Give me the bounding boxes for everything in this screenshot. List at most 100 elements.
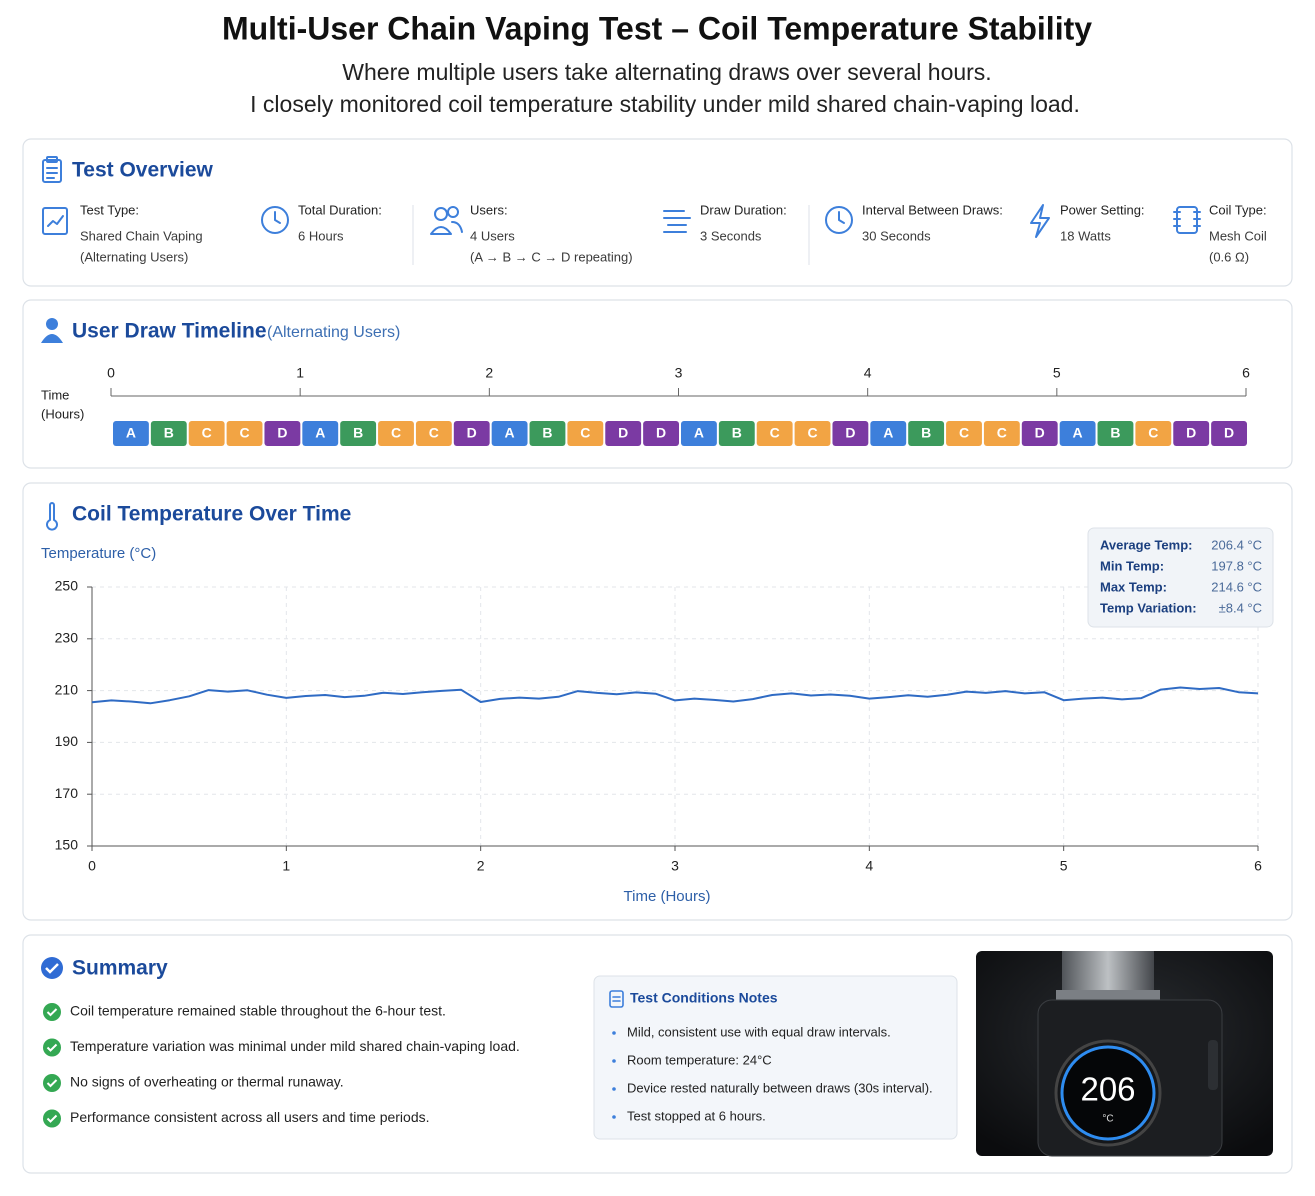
stat-value: 214.6 °C	[1211, 579, 1262, 594]
draw-block	[529, 421, 566, 446]
x-tick-label: 2	[477, 858, 485, 874]
tick-label: 4	[864, 365, 872, 381]
draw-block	[1059, 421, 1096, 446]
user-icon	[41, 318, 63, 343]
item-value: (A → B → C → D repeating)	[470, 249, 633, 264]
item-value: (Alternating Users)	[80, 249, 188, 264]
draw-label: C	[580, 425, 590, 441]
draw-block	[264, 421, 301, 446]
draw-block	[567, 421, 604, 446]
draw-label: A	[694, 425, 704, 441]
stat-value: 197.8 °C	[1211, 558, 1262, 573]
draw-label: A	[1073, 425, 1083, 441]
draw-label: C	[997, 425, 1007, 441]
check-icon	[41, 957, 63, 979]
item-label: Users:	[470, 202, 508, 217]
draw-block	[1173, 421, 1210, 446]
section-title: User Draw Timeline	[72, 320, 267, 343]
y-tick-label: 170	[55, 785, 79, 801]
section-title: Summary	[72, 957, 168, 980]
draw-block	[1135, 421, 1172, 446]
item-value: 6 Hours	[298, 228, 344, 243]
draw-block	[378, 421, 414, 446]
stat-value: 206.4 °C	[1211, 537, 1262, 552]
x-tick-label: 3	[671, 858, 679, 874]
temperature-line	[91, 686, 1259, 705]
overview-icons	[42, 204, 1201, 238]
draw-block	[491, 421, 528, 446]
item-label: Power Setting:	[1060, 202, 1145, 217]
device-image	[976, 951, 1273, 1157]
section-title: Test Overview	[72, 159, 214, 182]
notes: Mild, consistent use with equal draw int…	[612, 1024, 933, 1123]
note: Device rested naturally between draws (3…	[627, 1080, 933, 1095]
check-mark	[46, 1114, 58, 1123]
timeline: 0 1 2 3 4 5 6 A B C C D A B C C D A B C D D A B C C D A B C C D A B C D D	[107, 365, 1250, 446]
subtitle: Where multiple users take alternating dr…	[342, 59, 991, 85]
y-tick-label: 230	[55, 630, 79, 646]
note: Test stopped at 6 hours.	[627, 1108, 766, 1123]
stats-box	[1087, 527, 1274, 628]
item-label: Test Type:	[80, 202, 139, 217]
draw-label: A	[505, 425, 515, 441]
thermometer-icon	[46, 502, 58, 531]
note-bullet	[612, 1115, 616, 1119]
overview-items: Test Type: Shared Chain Vaping (Alternatin…	[80, 202, 1267, 264]
note-bullet	[612, 1059, 616, 1063]
item-value: Shared Chain Vaping	[80, 228, 203, 243]
draw-label: C	[959, 425, 969, 441]
notes-icon	[609, 990, 624, 1008]
draw-label: A	[315, 425, 325, 441]
draw-block	[643, 421, 679, 446]
page-title: Multi-User Chain Vaping Test – Coil Temp…	[222, 10, 1092, 46]
check-bullet	[43, 1109, 61, 1128]
draw-label: D	[845, 425, 855, 441]
tick-label: 6	[1242, 365, 1250, 381]
check-mark	[46, 1079, 58, 1088]
axis-label: (Hours)	[41, 406, 84, 421]
y-tick-label: 190	[55, 733, 79, 749]
draw-block	[870, 421, 907, 446]
draw-block	[718, 421, 755, 446]
tick-label: 2	[485, 365, 493, 381]
section-subtitle: (Alternating Users)	[267, 324, 400, 341]
note-bullet	[612, 1031, 616, 1035]
draw-block	[453, 421, 490, 446]
stat-label: Average Temp:	[1100, 537, 1192, 552]
draw-label: B	[164, 425, 174, 441]
tick-label: 5	[1053, 365, 1061, 381]
stat-label: Min Temp:	[1100, 558, 1164, 573]
draw-label: C	[807, 425, 817, 441]
device-reading: 206	[1080, 1071, 1135, 1108]
note-bullet	[612, 1087, 616, 1091]
stat-label: Temp Variation:	[1100, 600, 1197, 615]
draw-label: C	[391, 425, 401, 441]
summary-points: Coil temperature remained stable through…	[43, 1003, 520, 1128]
y-tick-label: 210	[55, 681, 79, 697]
draw-block	[832, 421, 869, 446]
draw-label: C	[429, 425, 439, 441]
draw-block	[226, 421, 263, 446]
draw-block	[113, 421, 149, 446]
x-tick-label: 5	[1060, 858, 1068, 874]
overview-card	[22, 138, 1293, 287]
draw-block	[946, 421, 982, 446]
draw-block	[1021, 421, 1058, 446]
x-tick-label: 0	[88, 858, 96, 874]
draw-block	[794, 421, 831, 446]
y-axis-title: Temperature (°C)	[41, 545, 156, 562]
draw-block	[605, 421, 642, 446]
draw-block	[188, 421, 225, 446]
draw-label: D	[1186, 425, 1196, 441]
summary-point: Temperature variation was minimal under …	[70, 1038, 520, 1054]
tick-label: 0	[107, 365, 115, 381]
draw-block	[756, 421, 793, 446]
draw-label: B	[732, 425, 742, 441]
x-axis-title: Time (Hours)	[624, 888, 711, 905]
draw-label: D	[618, 425, 628, 441]
check-bullet	[43, 1074, 61, 1092]
y-tick-label: 150	[55, 837, 79, 853]
tick-label: 1	[296, 365, 304, 381]
stat-label: Max Temp:	[1100, 579, 1167, 594]
